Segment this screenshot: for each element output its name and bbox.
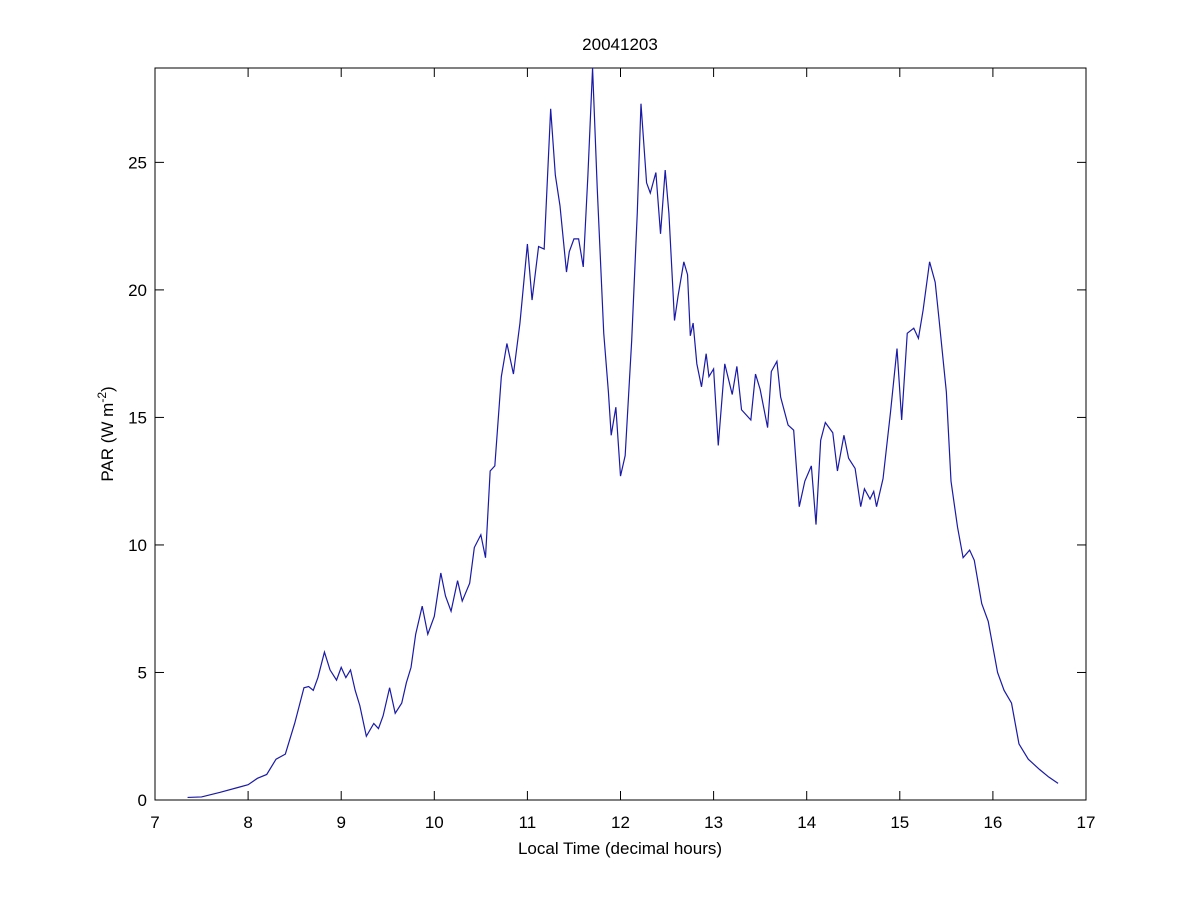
x-tick-label: 16 — [983, 813, 1002, 832]
y-axis-label: PAR (W m-2) — [95, 386, 117, 481]
x-tick-label: 11 — [519, 813, 537, 832]
y-tick-label: 20 — [128, 281, 147, 300]
x-tick-label: 14 — [797, 813, 816, 832]
y-tick-label: 0 — [138, 791, 147, 810]
x-tick-label: 15 — [890, 813, 909, 832]
x-tick-label: 10 — [425, 813, 444, 832]
y-tick-label: 15 — [128, 408, 147, 427]
x-tick-label: 17 — [1077, 813, 1096, 832]
chart-title: 20041203 — [582, 35, 658, 54]
x-tick-label: 7 — [150, 813, 159, 832]
y-label-part: ) — [98, 386, 117, 392]
x-tick-label: 12 — [611, 813, 630, 832]
y-tick-label: 5 — [138, 663, 147, 682]
x-axis-label: Local Time (decimal hours) — [518, 839, 722, 858]
y-label-part: PAR (W m — [98, 403, 117, 482]
x-tick-label: 8 — [243, 813, 252, 832]
y-tick-label: 10 — [128, 536, 147, 555]
y-label-superscript: -2 — [95, 392, 109, 403]
x-tick-label: 9 — [336, 813, 345, 832]
data-line — [187, 67, 1059, 799]
y-tick-label: 25 — [128, 153, 147, 172]
x-tick-label: 13 — [704, 813, 723, 832]
